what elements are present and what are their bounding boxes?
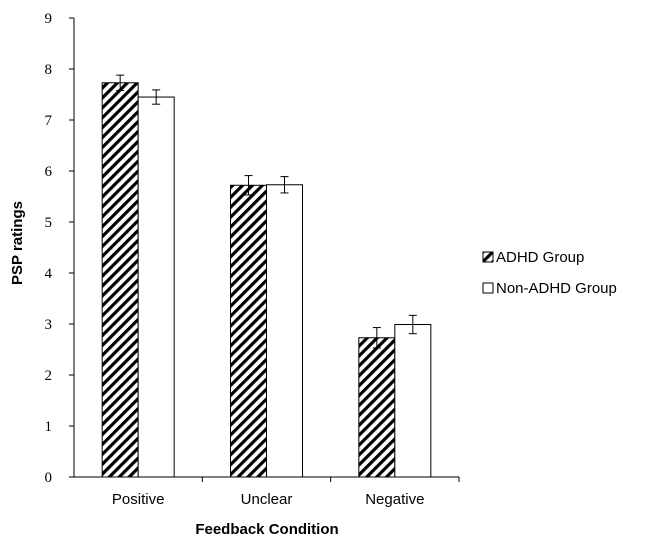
y-tick-label: 9	[45, 11, 53, 27]
x-axis-title: Feedback Condition	[195, 521, 338, 538]
legend-swatch	[482, 282, 494, 294]
y-tick-label: 7	[45, 113, 53, 129]
error-bar	[152, 89, 161, 105]
x-tick-label: Negative	[365, 491, 424, 508]
y-tick-label: 2	[45, 368, 53, 384]
y-tick-label: 5	[45, 215, 53, 231]
y-axis-title: PSP ratings	[9, 201, 26, 285]
x-tick-label: Positive	[112, 491, 165, 508]
y-axis-ticks: 0 1 2 3 4 5 6 7 8 9	[45, 11, 74, 486]
legend-swatch	[482, 251, 494, 263]
bars	[101, 74, 432, 478]
y-tick-label: 3	[45, 317, 53, 333]
bar-non-adhd-negative	[394, 324, 432, 478]
legend-item: Non-ADHD Group	[482, 280, 617, 297]
y-tick-label: 8	[45, 62, 53, 78]
error-bar	[372, 327, 381, 349]
legend-item: ADHD Group	[482, 249, 584, 266]
x-tick-label: Unclear	[241, 491, 293, 508]
bar-adhd-negative	[358, 337, 396, 478]
error-bar	[244, 175, 253, 196]
error-bar	[408, 314, 417, 335]
y-tick-label: 4	[45, 266, 53, 282]
y-tick-label: 6	[45, 164, 53, 180]
legend: ADHD Group Non-ADHD Group	[482, 249, 617, 297]
error-bar	[116, 74, 125, 91]
y-tick-label: 1	[45, 419, 53, 435]
bar-non-adhd-positive	[137, 96, 175, 478]
bar-non-adhd-unclear	[266, 184, 303, 478]
error-bar	[280, 176, 289, 194]
legend-label: Non-ADHD Group	[496, 280, 617, 297]
bar-adhd-positive	[101, 82, 139, 478]
bar-adhd-unclear	[230, 184, 267, 478]
x-axis-ticks: Positive Unclear Negative	[112, 477, 460, 508]
legend-label: ADHD Group	[496, 249, 584, 266]
y-tick-label: 0	[45, 470, 53, 486]
